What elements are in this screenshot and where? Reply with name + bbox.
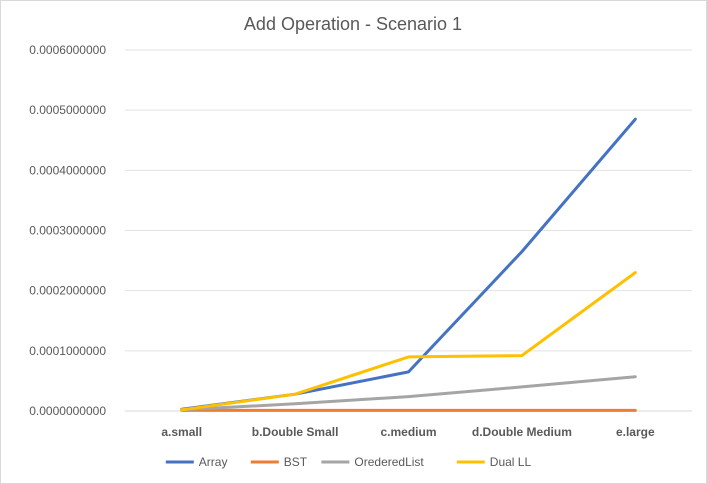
y-tick-label: 0.0005000000 xyxy=(29,103,106,117)
y-tick-label: 0.0006000000 xyxy=(29,43,106,57)
legend-item: Dual LL xyxy=(456,455,532,469)
y-tick-label: 0.0003000000 xyxy=(29,224,106,238)
legend-item: BST xyxy=(250,455,308,469)
x-tick-label: c.medium xyxy=(380,425,436,439)
x-tick-label: a.small xyxy=(161,425,202,439)
series-line-array xyxy=(180,117,637,411)
y-tick-label: 0.0004000000 xyxy=(29,163,106,177)
x-tick-label: d.Double Medium xyxy=(472,425,572,439)
y-tick-label: 0.0001000000 xyxy=(29,344,106,358)
legend-item: OrederedList xyxy=(321,455,424,469)
x-tick-label: e.large xyxy=(616,425,655,439)
legend-label: Dual LL xyxy=(490,455,532,469)
legend-label: BST xyxy=(284,455,308,469)
chart-title: Add Operation - Scenario 1 xyxy=(244,14,462,34)
series-line-orederedlist xyxy=(180,375,637,412)
legend: Array BST OrederedList Dual LL xyxy=(165,455,532,469)
series-line-dual-ll xyxy=(180,271,637,412)
y-tick-label: 0.0002000000 xyxy=(29,284,106,298)
x-axis-ticks: a.small b.Double Small c.medium d.Double Me… xyxy=(161,425,655,439)
y-tick-label: 0.0000000000 xyxy=(29,404,106,418)
legend-item: Array xyxy=(165,455,228,469)
legend-label: Array xyxy=(199,455,228,469)
legend-label: OrederedList xyxy=(354,455,424,469)
series-lines xyxy=(180,117,637,412)
x-tick-label: b.Double Small xyxy=(252,425,339,439)
y-axis-ticks: 0.0000000000 0.0001000000 0.0002000000 0.00… xyxy=(29,43,106,418)
